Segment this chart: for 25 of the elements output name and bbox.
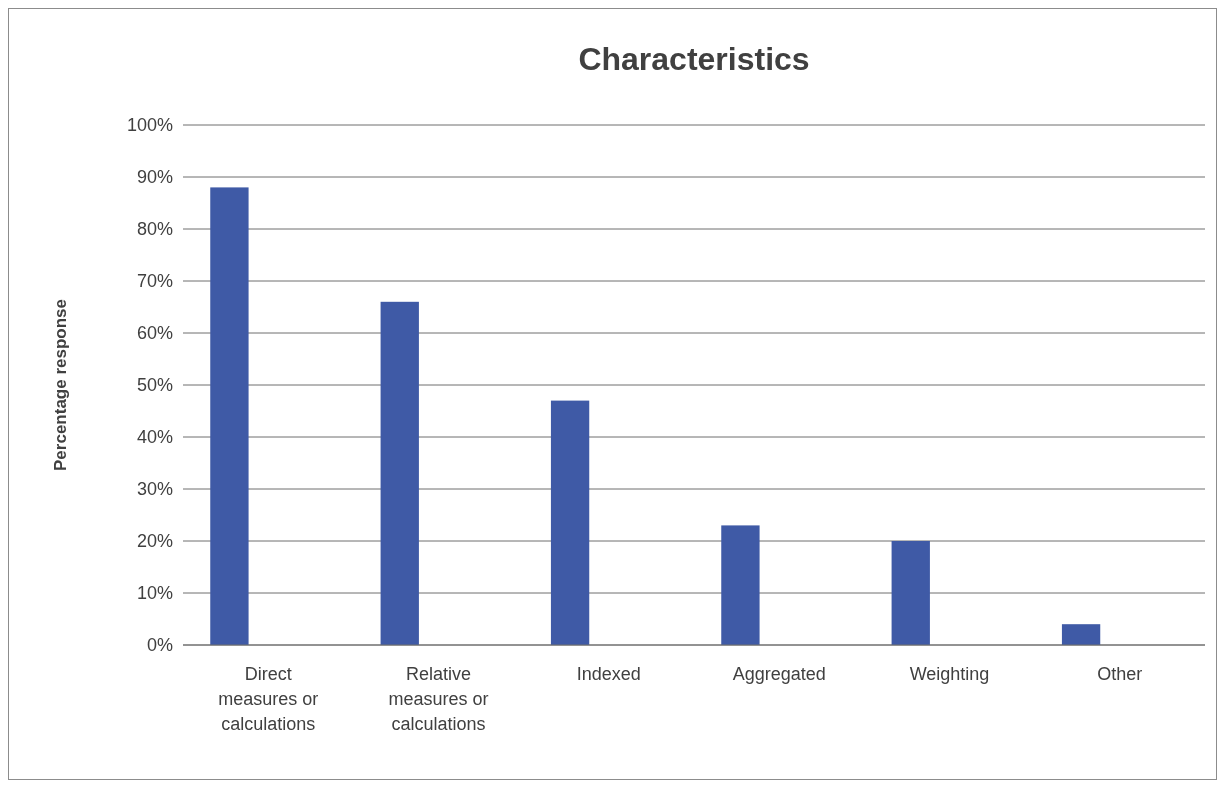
bar — [550, 400, 590, 645]
chart-title: Characteristics — [578, 41, 810, 77]
y-tick-label: 90% — [136, 167, 173, 188]
y-tick-label: 0% — [146, 635, 173, 656]
y-tick-label: 40% — [136, 427, 173, 448]
y-tick-label: 20% — [136, 531, 173, 552]
bar — [380, 301, 419, 645]
y-tick-label: 100% — [126, 115, 173, 136]
x-tick-label: Aggregated — [732, 664, 826, 684]
x-tick-label: Indexed — [576, 664, 641, 684]
y-tick-label: 70% — [136, 271, 173, 292]
y-tick-label: 10% — [136, 583, 173, 604]
x-tick-label: Weighting — [909, 664, 990, 684]
bar — [210, 187, 249, 645]
bar — [721, 525, 760, 645]
x-tick-label: Direct measures or calculations — [218, 664, 319, 734]
y-tick-label: 80% — [136, 219, 173, 240]
y-tick-label: 50% — [136, 375, 173, 396]
y-tick-label: 30% — [136, 479, 173, 500]
bar — [891, 541, 930, 645]
y-tick-label: 60% — [136, 323, 173, 344]
x-tick-label: Relative measures or calculations — [388, 664, 489, 734]
y-axis-title: Percentage response — [51, 299, 70, 471]
x-tick-label: Other — [1097, 664, 1143, 684]
bar — [1061, 624, 1101, 645]
